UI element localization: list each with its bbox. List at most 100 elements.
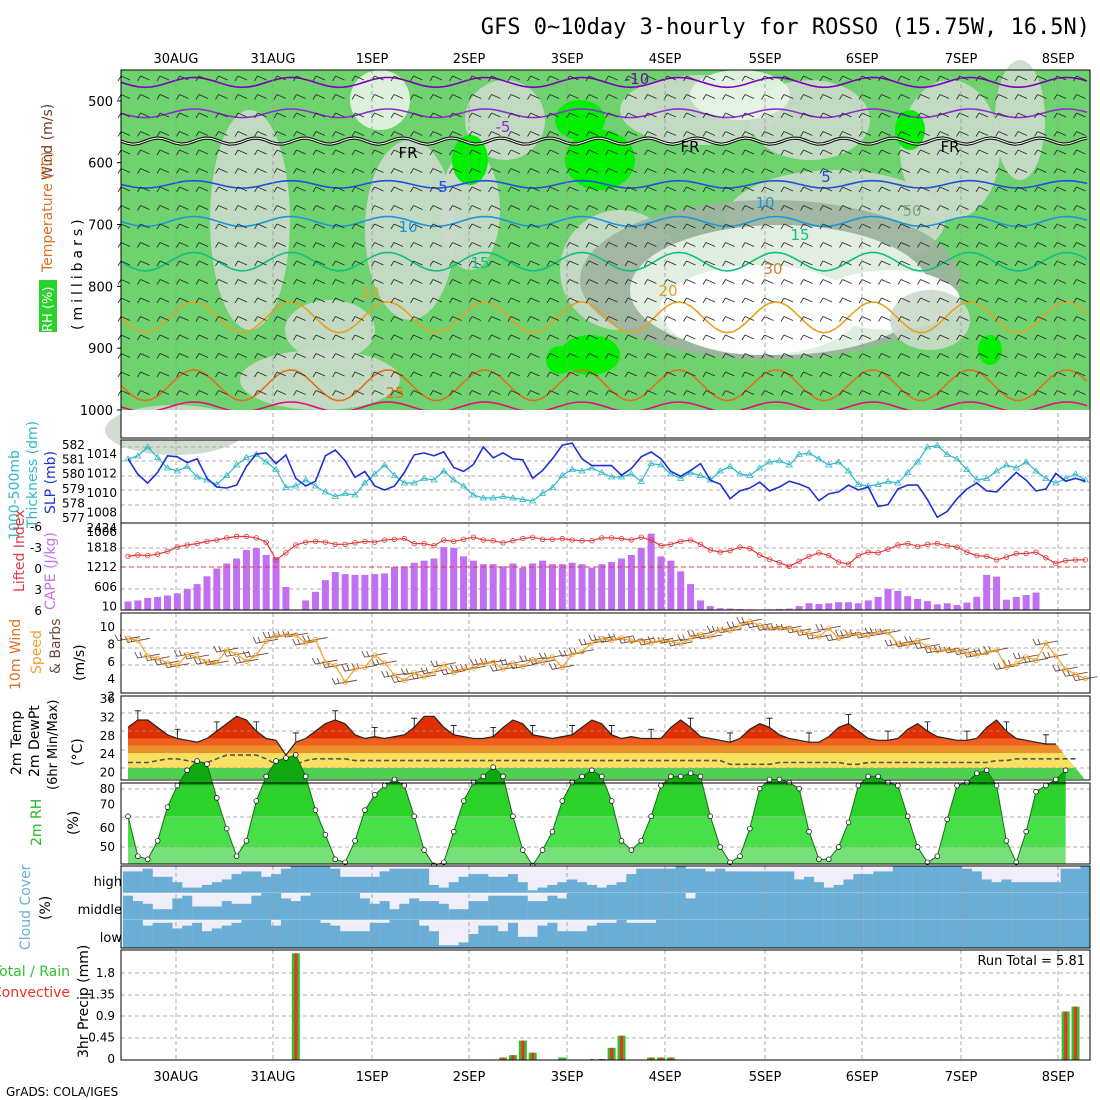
upper-wind-barb	[312, 94, 326, 100]
top-date-axis: 30AUG 31AUG 1SEP 2SEP 3SEP 4SEP 5SEP 6SEP 7SEP 8S…	[153, 52, 1074, 67]
lifted-index-point	[372, 539, 378, 545]
cloud-cell	[882, 920, 893, 948]
wind-speed-point	[924, 643, 931, 650]
upper-wind-barb	[566, 260, 579, 267]
cloud-cell	[784, 871, 795, 893]
upper-wind-barb	[975, 371, 989, 378]
cloud-cell	[1050, 893, 1061, 920]
upper-wind-barb	[137, 353, 150, 359]
wind-barb	[825, 634, 851, 642]
upper-wind-barb	[293, 353, 306, 359]
upper-wind-barb	[995, 297, 1008, 304]
upper-wind-barb	[780, 75, 794, 82]
upper-wind-barb	[936, 297, 950, 304]
upper-wind-barb	[956, 186, 969, 193]
rh-point	[480, 773, 487, 780]
upper-wind-barb	[605, 205, 618, 211]
upper-wind-barb	[683, 186, 696, 193]
cloud-cell	[912, 866, 923, 893]
upper-wind-barb	[215, 334, 228, 341]
lifted-index-point	[1013, 550, 1019, 557]
upper-wind-barb	[176, 131, 189, 137]
upper-wind-barb	[917, 186, 930, 193]
upper-wind-barb	[702, 390, 716, 396]
upper-wind-barb	[683, 297, 696, 304]
cloud-cell	[863, 920, 874, 948]
thickness-tick-label: 579	[62, 482, 85, 496]
cloud-cell	[320, 893, 331, 920]
cape-bar	[489, 564, 497, 610]
minmax-bar	[332, 710, 339, 721]
cape-bar	[845, 602, 853, 610]
upper-wind-barb	[702, 260, 716, 267]
upper-wind-barb	[488, 242, 501, 248]
wind-tick-label: 6	[107, 655, 115, 669]
thickness-point	[459, 482, 468, 489]
cloud-cell	[754, 871, 765, 893]
rh-point	[954, 782, 960, 789]
cloud-cell	[942, 893, 953, 920]
rh-point	[253, 798, 260, 804]
contour-label: FR	[680, 138, 699, 156]
wind-ylabel-4: (m/s)	[72, 644, 88, 681]
upper-wind-barb	[780, 131, 794, 137]
upper-wind-barb	[936, 316, 950, 322]
upper-wind-barb	[839, 390, 852, 396]
upper-wind-barb	[800, 94, 813, 100]
upper-wind-barb	[351, 94, 365, 100]
upper-wind-barb	[995, 334, 1008, 341]
lifted-index-point	[470, 534, 477, 540]
upper-wind-barb	[819, 223, 833, 230]
upper-wind-barb	[839, 168, 852, 174]
upper-wind-barb	[1053, 112, 1067, 119]
wind-barb	[430, 660, 456, 668]
thickness-point	[262, 458, 270, 465]
rh-point	[164, 804, 171, 810]
cloud-cell	[873, 871, 884, 893]
cloud-cell	[330, 868, 341, 893]
cloud-cell	[211, 882, 222, 893]
upper-wind-barb	[858, 390, 872, 396]
upper-wind-barb	[566, 205, 579, 211]
cloud-cell	[833, 884, 844, 893]
upper-wind-barb	[546, 149, 560, 156]
upper-wind-barb	[156, 75, 170, 82]
cloud-cell	[567, 893, 578, 920]
upper-wind-barb	[195, 131, 209, 137]
rh-point	[914, 844, 921, 850]
thickness-point	[973, 476, 981, 483]
cloud-cell	[182, 895, 193, 920]
upper-wind-barb	[936, 186, 950, 193]
lifted-index-point	[628, 537, 635, 543]
upper-wind-barb	[839, 297, 852, 304]
upper-wind-barb	[546, 168, 560, 174]
upper-wind-barb	[156, 112, 170, 119]
lifted-index-point	[786, 563, 792, 569]
contour-label: 50	[902, 202, 921, 220]
upper-wind-barb	[995, 149, 1008, 156]
upper-ylabel-rh: RH (%)	[41, 287, 56, 332]
rh-point	[658, 782, 664, 789]
upper-wind-barb	[702, 279, 716, 285]
slp-tick-label: 1006	[86, 525, 117, 539]
cape-bar	[519, 567, 527, 610]
slp-tick-label: 1010	[86, 486, 117, 500]
precip-convective-bar	[669, 1057, 673, 1060]
upper-wind-barb	[1073, 297, 1086, 304]
cape-bar	[598, 564, 606, 610]
wind-speed-point	[382, 660, 388, 666]
upper-wind-barb	[1014, 334, 1028, 341]
upper-wind-barb	[644, 297, 657, 304]
cloud-cell	[725, 920, 736, 948]
wind-speed-point	[638, 637, 644, 643]
slp-ylabel-thickness: 1000-500mb	[7, 450, 23, 540]
upper-wind-barb	[566, 371, 579, 378]
wind-barb	[519, 655, 545, 663]
temp-ylabel-1: 2m Temp	[9, 711, 25, 775]
upper-wind-barb	[917, 260, 930, 267]
slp-ylabel-thickness2: Thickness (dm)	[25, 421, 41, 529]
wind-barb	[884, 639, 910, 647]
upper-wind-barb	[702, 371, 716, 378]
thickness-point	[410, 479, 418, 486]
